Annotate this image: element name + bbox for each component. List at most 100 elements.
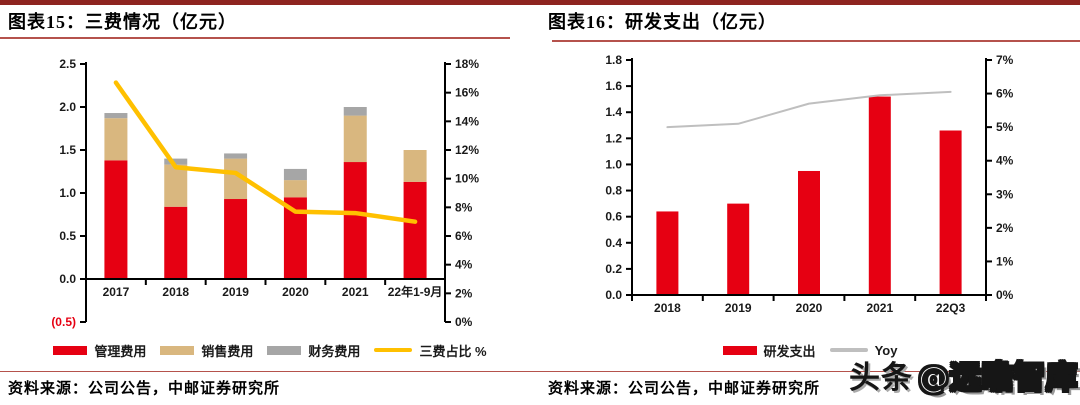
right-axis-tick-label: 1%: [996, 254, 1014, 268]
legend-bar-swatch: [53, 345, 88, 355]
legend-item: Yoy: [829, 342, 898, 358]
x-axis-category-label: 2018: [654, 301, 681, 315]
right-axis-tick-label: 0%: [996, 288, 1014, 302]
x-axis-category-label: 2020: [282, 285, 309, 299]
right-axis-tick-label: 6%: [455, 229, 473, 243]
right-axis-tick-label: 4%: [996, 154, 1014, 168]
toutiao-logo-text: 头条: [849, 360, 913, 396]
legend-item: 财务费用: [267, 341, 360, 360]
left-axis-tick-label: 0.6: [605, 210, 622, 224]
left-axis-tick-label: 1.4: [605, 105, 622, 119]
left-axis-tick-label: 0.8: [605, 184, 622, 198]
legend-item: 销售费用: [160, 341, 253, 360]
legend-bar-swatch: [267, 345, 302, 355]
left-axis-tick-label: 2.5: [59, 57, 76, 71]
legend-bar-swatch: [160, 345, 195, 355]
x-axis-category-label: 22Q3: [936, 301, 966, 315]
bar-segment: [283, 180, 307, 198]
right-axis-tick-label: 16%: [455, 86, 479, 100]
figure-16-title: 图表16：研发支出（亿元）: [548, 12, 777, 32]
x-axis-category-label: 2017: [103, 285, 130, 299]
legend-label: 研发支出: [763, 343, 816, 359]
bar-segment: [403, 181, 427, 279]
left-axis-tick-label: 0.2: [605, 262, 622, 276]
legend-item: 管理费用: [53, 341, 146, 360]
right-axis-tick-label: 2%: [455, 286, 473, 300]
left-axis-tick-label: 0.0: [605, 288, 622, 302]
legend-item: 三费占比 %: [374, 341, 487, 360]
bar-segment: [104, 160, 128, 279]
right-axis-tick-label: 0%: [455, 315, 473, 329]
x-axis-category-label: 2019: [222, 285, 249, 299]
left-axis-tick-label: 2.0: [59, 100, 76, 114]
left-axis-tick-label: 0.0: [59, 272, 76, 286]
figure-15-panel: 图表15：三费情况（亿元） 2.5 2.0 1.5 1.0 0.5 0.0 (0.5) 18%…: [0, 12, 540, 397]
x-axis-category-label: 2021: [342, 285, 369, 299]
right-axis-tick-label: 10%: [455, 172, 479, 186]
bar-segment: [939, 130, 962, 295]
bar-segment: [164, 164, 188, 207]
line-series: [666, 90, 952, 129]
x-axis-category-label: 22年1-9月: [388, 284, 443, 299]
right-axis-tick-label: 4%: [455, 258, 473, 272]
right-axis-tick-label: 5%: [996, 120, 1014, 134]
figure-15-title: 图表15：三费情况（亿元）: [8, 12, 237, 32]
legend-line-swatch: [829, 348, 868, 352]
bar-segment: [343, 115, 367, 163]
legend-label: 财务费用: [308, 343, 361, 359]
figure-16-title-underline: [552, 40, 1080, 42]
legend-label: 三费占比 %: [419, 343, 487, 359]
x-axis-category-label: 2020: [796, 301, 823, 315]
bar-segment: [868, 96, 891, 295]
figure-15-title-underline: [0, 37, 510, 39]
left-axis-tick-label: (0.5): [51, 315, 76, 329]
right-axis-tick-label: 2%: [996, 221, 1014, 235]
bar-segment: [104, 113, 128, 119]
bar-segment: [224, 158, 248, 200]
bar-segment: [403, 150, 427, 182]
right-axis-tick-label: 8%: [455, 200, 473, 214]
right-axis-tick-label: 18%: [455, 57, 479, 71]
bar-segment: [656, 211, 679, 295]
bar-segment: [343, 107, 367, 116]
left-axis-tick-label: 1.0: [605, 157, 622, 171]
right-axis-tick-label: 3%: [996, 187, 1014, 201]
rd-spending-chart: 1.8 1.6 1.4 1.2 1.0 0.8 0.6 0.4 0.2 0.0 7% 6% 5% 4% 3%…: [605, 53, 1014, 315]
left-axis-tick-label: 1.2: [605, 131, 622, 145]
figure-15-source: 资料来源：公司公告，中邮证券研究所: [8, 381, 281, 397]
three-expenses-chart: 2.5 2.0 1.5 1.0 0.5 0.0 (0.5) 18% 16% 14% 12% 10% 8%…: [51, 57, 479, 329]
bar-segment: [727, 203, 750, 295]
bar-segment: [343, 162, 367, 279]
left-axis-tick-label: 1.8: [605, 53, 622, 67]
bar-segment: [164, 206, 188, 279]
watermark-handle-text: @远瞻智库: [917, 359, 1078, 397]
right-axis-tick-label: 12%: [455, 143, 479, 157]
legend-label: Yoy: [874, 342, 898, 358]
legend-bar-swatch: [722, 345, 757, 355]
right-axis-tick-label: 14%: [455, 114, 479, 128]
bar-segment: [798, 170, 820, 295]
x-axis-category-label: 2021: [866, 301, 893, 315]
line-series: [113, 80, 418, 224]
legend-item: 研发支出: [722, 341, 816, 360]
top-accent-rule: [0, 0, 1080, 5]
left-axis-tick-label: 0.4: [605, 236, 622, 250]
left-axis-tick-label: 1.6: [605, 79, 622, 93]
left-axis-tick-label: 1.0: [59, 186, 76, 200]
legend-label: 管理费用: [94, 343, 147, 359]
bar-segment: [283, 168, 307, 181]
bar-segment: [283, 197, 307, 279]
x-axis-category-label: 2018: [162, 285, 189, 299]
x-axis-category-label: 2019: [725, 301, 752, 315]
three-expenses-legend: 管理费用 销售费用 财务费用 三费占比 %: [0, 340, 540, 360]
bottom-divider-rule: [0, 371, 1080, 372]
bar-segment: [104, 118, 128, 161]
left-axis-tick-label: 0.5: [59, 229, 76, 243]
left-axis-tick-label: 1.5: [59, 143, 76, 157]
bar-segment: [164, 158, 188, 165]
bar-segment: [224, 153, 248, 159]
legend-line-swatch: [374, 348, 413, 352]
right-axis-tick-label: 7%: [996, 53, 1014, 67]
figure-16-source: 资料来源：公司公告，中邮证券研究所: [548, 381, 821, 397]
